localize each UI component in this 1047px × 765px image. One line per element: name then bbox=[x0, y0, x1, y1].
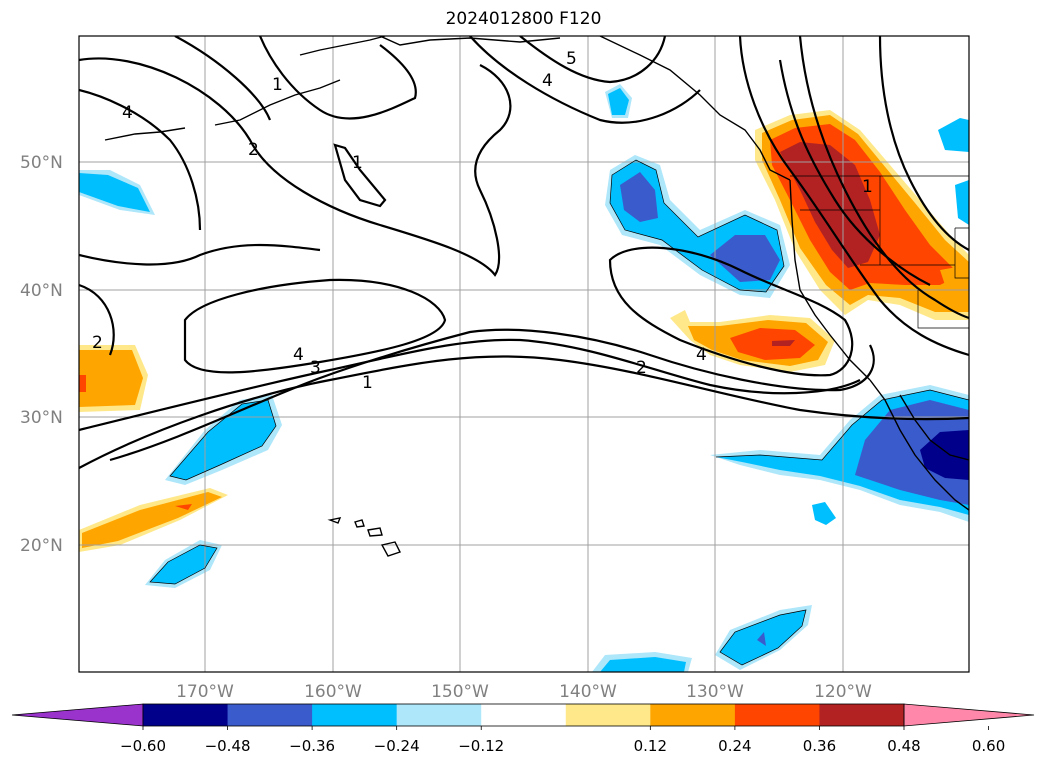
fill-cold-mexico-blue bbox=[855, 400, 969, 505]
fill-cyan-right1 bbox=[938, 118, 969, 152]
colorbar-tick-label: −0.60 bbox=[120, 737, 166, 755]
lat-label: 40°N bbox=[20, 281, 63, 301]
contour-west-mid bbox=[79, 243, 321, 266]
colorbar-box bbox=[396, 704, 482, 726]
colorbar-tick-label: 0.48 bbox=[887, 737, 920, 755]
colorbar-tick-label: −0.48 bbox=[205, 737, 251, 755]
contour-3-south bbox=[109, 328, 875, 462]
lat-label: 50°N bbox=[20, 153, 63, 173]
colorbar-extend-low bbox=[11, 703, 144, 727]
contour-1-a bbox=[258, 36, 417, 120]
contour-1-south bbox=[79, 355, 969, 469]
colorbar-tick-label: −0.24 bbox=[374, 737, 420, 755]
fill-west-coast-darkred bbox=[780, 142, 880, 268]
fill-blue-ne1 bbox=[620, 172, 658, 222]
colorbar-tick-label: −0.12 bbox=[458, 737, 504, 755]
map-content: 1 2 3 4 4 1 2 4 5 4 1 2 4 1 bbox=[79, 36, 969, 672]
colorbar-box bbox=[481, 704, 567, 726]
contour-east-4 bbox=[778, 59, 931, 286]
coastlines bbox=[104, 36, 969, 666]
lat-label: 30°N bbox=[20, 408, 63, 428]
contour-east-2 bbox=[798, 36, 969, 320]
contours bbox=[79, 36, 969, 469]
contour-1-loop bbox=[333, 143, 387, 208]
fill-cyan-bottom2-inner bbox=[600, 657, 686, 672]
contour-east-1 bbox=[738, 36, 969, 357]
contour-label: 4 bbox=[122, 103, 133, 123]
contour-label: 1 bbox=[362, 373, 373, 393]
colorbar-box bbox=[734, 704, 820, 726]
contour-4-loop bbox=[183, 278, 447, 374]
colorbar-box bbox=[819, 704, 905, 726]
colorbar-box bbox=[650, 704, 736, 726]
contour-label: 2 bbox=[636, 358, 647, 378]
contour-label: 2 bbox=[92, 333, 103, 353]
contour-2-south bbox=[79, 338, 861, 432]
contour-5 bbox=[519, 36, 667, 84]
fill-cyan-small bbox=[812, 502, 836, 525]
fill-orange-right bbox=[940, 265, 969, 290]
lon-label: 120°W bbox=[814, 682, 872, 702]
lon-label: 140°W bbox=[559, 682, 617, 702]
page-title: 2024012800 F120 bbox=[445, 9, 602, 29]
colorbar-tick-label: 0.36 bbox=[803, 737, 836, 755]
contour-west-low bbox=[79, 283, 115, 356]
contour-label: 2 bbox=[248, 140, 259, 160]
contour-label: 1 bbox=[862, 177, 873, 197]
contour-label: 5 bbox=[566, 49, 577, 69]
lon-label: 150°W bbox=[431, 682, 489, 702]
colorbar-tick-label: 0.12 bbox=[634, 737, 667, 755]
contour-1-north bbox=[174, 36, 272, 121]
fill-cyan-top-inner bbox=[608, 88, 629, 115]
lon-label: 170°W bbox=[176, 682, 234, 702]
lon-label: 130°W bbox=[686, 682, 744, 702]
lat-labels: 50°N 40°N 30°N 20°N bbox=[20, 153, 63, 556]
contour-labels: 1 2 3 4 4 1 2 4 5 4 1 2 4 1 bbox=[92, 49, 873, 393]
contour-label: 1 bbox=[352, 153, 363, 173]
contour-label: 1 bbox=[272, 75, 283, 95]
map-frame bbox=[78, 35, 970, 673]
colorbar-box bbox=[227, 704, 313, 726]
colorbar-outline bbox=[142, 703, 905, 727]
lon-labels: 170°W 160°W 150°W 140°W 130°W 120°W bbox=[176, 682, 872, 702]
colorbar-tick-label: 0.60 bbox=[972, 737, 1005, 755]
colorbar-box bbox=[312, 704, 398, 726]
contour-label: 3 bbox=[310, 358, 321, 378]
fill-orange-left-inner bbox=[79, 350, 143, 407]
lat-label: 20°N bbox=[20, 536, 63, 556]
fill-darkred-cal bbox=[772, 340, 795, 346]
fill-red-strip bbox=[175, 504, 192, 510]
fill-blue-bottom bbox=[757, 632, 766, 646]
fill-cyan-lowerleft-inner bbox=[150, 545, 217, 584]
fill-cyan-right2 bbox=[955, 180, 969, 225]
fill-blue-ne2 bbox=[710, 235, 780, 282]
contour-label: 4 bbox=[542, 71, 553, 91]
contour-east-3 bbox=[878, 36, 969, 251]
colorbar-box bbox=[143, 704, 229, 726]
colorbar: −0.60 −0.48 −0.36 −0.24 −0.12 0.12 0.24 0.36 0.4… bbox=[11, 703, 1035, 755]
fill-cyan-central-inner bbox=[170, 400, 276, 480]
colorbar-tick-label: −0.36 bbox=[289, 737, 335, 755]
fill-cyan-nw-inner bbox=[79, 173, 150, 212]
contour-4-ne bbox=[469, 36, 701, 124]
contour-4-east bbox=[608, 246, 854, 377]
fill-red-left bbox=[79, 375, 86, 392]
colorbar-tick-label: 0.24 bbox=[718, 737, 751, 755]
contour-4-north bbox=[79, 88, 202, 231]
contour-2-north bbox=[79, 57, 512, 277]
contour-label: 4 bbox=[293, 345, 304, 365]
colorbar-extend-high bbox=[903, 703, 1035, 727]
lon-label: 160°W bbox=[304, 682, 362, 702]
colorbar-box bbox=[565, 704, 651, 726]
contour-label: 4 bbox=[696, 345, 707, 365]
